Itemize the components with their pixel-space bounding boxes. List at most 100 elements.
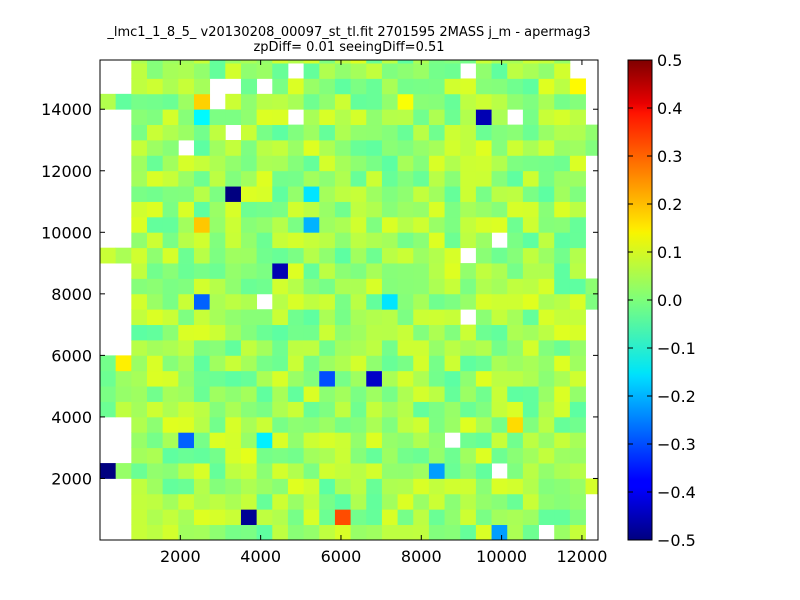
heatmap-cell (491, 93, 508, 110)
heatmap-cell (225, 340, 242, 356)
heatmap-cell (381, 155, 398, 172)
heatmap-cell (319, 355, 336, 372)
heatmap-cell (444, 524, 461, 540)
heatmap-cell (209, 463, 226, 479)
heatmap-cell (303, 93, 320, 110)
heatmap-cell (287, 124, 305, 141)
heatmap-cell (491, 140, 508, 156)
heatmap-cell (475, 216, 492, 233)
heatmap-cell (131, 60, 148, 64)
heatmap-cell (475, 60, 492, 64)
heatmap-cell (444, 355, 461, 372)
heatmap-cell (444, 340, 461, 356)
heatmap-cell (413, 370, 430, 387)
heatmap-cell (146, 186, 164, 202)
heatmap-cell (193, 109, 211, 126)
heatmap-cell (256, 416, 273, 433)
heatmap-cell (522, 186, 539, 202)
heatmap-cell (475, 478, 492, 495)
heatmap-cell (256, 263, 273, 279)
heatmap-cell (538, 324, 555, 341)
heatmap-cell (475, 447, 492, 464)
heatmap-cell (240, 386, 258, 402)
heatmap-cell (256, 155, 273, 172)
heatmap-cell (428, 416, 445, 433)
heatmap-cell (319, 524, 336, 540)
heatmap-cell (428, 478, 445, 495)
heatmap-cell (193, 63, 211, 79)
heatmap-cell (162, 201, 179, 218)
heatmap-cell (538, 186, 555, 202)
heatmap-cell (209, 340, 226, 356)
heatmap-cell (444, 170, 461, 187)
heatmap-cell (209, 278, 226, 295)
heatmap-cell (131, 201, 148, 218)
heatmap-cell (209, 293, 226, 310)
heatmap-cell (569, 324, 586, 341)
y-tick-label: 10000 (41, 223, 92, 242)
heatmap-cell (146, 324, 164, 341)
heatmap-cell (334, 524, 351, 540)
heatmap-cell (491, 278, 508, 295)
heatmap-cell (240, 309, 258, 326)
heatmap-cell (240, 509, 258, 526)
heatmap-cell (115, 386, 132, 402)
heatmap-cell (569, 478, 586, 495)
heatmap-cell (319, 155, 336, 172)
heatmap-cell (397, 63, 414, 79)
heatmap-cell (397, 309, 414, 326)
heatmap-cell (444, 124, 461, 141)
heatmap-cell (413, 93, 430, 110)
heatmap-cell (554, 232, 571, 249)
heatmap-cell (554, 278, 571, 295)
heatmap-cell (178, 432, 195, 449)
heatmap-cell (522, 370, 539, 387)
y-tick-label: 14000 (41, 100, 92, 119)
heatmap-cell (256, 401, 273, 418)
heatmap-cell (397, 509, 414, 526)
heatmap-cell (413, 463, 430, 479)
heatmap-cell (334, 355, 351, 372)
heatmap-cell (413, 78, 430, 95)
heatmap-cell (507, 309, 524, 326)
heatmap-cell (428, 447, 445, 464)
heatmap-cell (272, 355, 289, 372)
heatmap-cell (100, 370, 117, 387)
heatmap-cell (475, 232, 492, 249)
heatmap-cell (507, 232, 524, 249)
heatmap-cell (569, 293, 586, 310)
chart-title-line-1: _lmc1_1_8_5_ v20130208_00097_st_tl.fit 2… (107, 25, 591, 40)
heatmap-cell (350, 186, 367, 202)
heatmap-cell (178, 201, 195, 218)
heatmap-cell (225, 386, 242, 402)
heatmap-cell (491, 401, 508, 418)
heatmap-cell (193, 263, 211, 279)
colorbar-tick-label: −0.2 (657, 387, 696, 406)
heatmap-cell (413, 493, 430, 510)
heatmap-cell (334, 416, 351, 433)
heatmap-cell (522, 524, 539, 540)
heatmap-cell (162, 186, 179, 202)
heatmap-cell (381, 78, 398, 95)
heatmap-cell (319, 140, 336, 156)
heatmap-cell (272, 309, 289, 326)
heatmap-cell (178, 155, 195, 172)
heatmap-cell (538, 155, 555, 172)
heatmap-cell (162, 247, 179, 264)
heatmap-cell (303, 155, 320, 172)
heatmap-cell (146, 216, 164, 233)
heatmap-cell (350, 201, 367, 218)
heatmap-cell (272, 324, 289, 341)
heatmap-cell (178, 478, 195, 495)
heatmap-cell (475, 432, 492, 449)
heatmap-cell (413, 170, 430, 187)
heatmap-cell (287, 93, 305, 110)
heatmap-cell (522, 263, 539, 279)
heatmap-cell (319, 216, 336, 233)
heatmap-cell (146, 386, 164, 402)
heatmap-cell (554, 63, 571, 79)
heatmap-cell (569, 416, 586, 433)
heatmap-cell (272, 247, 289, 264)
heatmap-cell (522, 247, 539, 264)
heatmap-cell (475, 263, 492, 279)
